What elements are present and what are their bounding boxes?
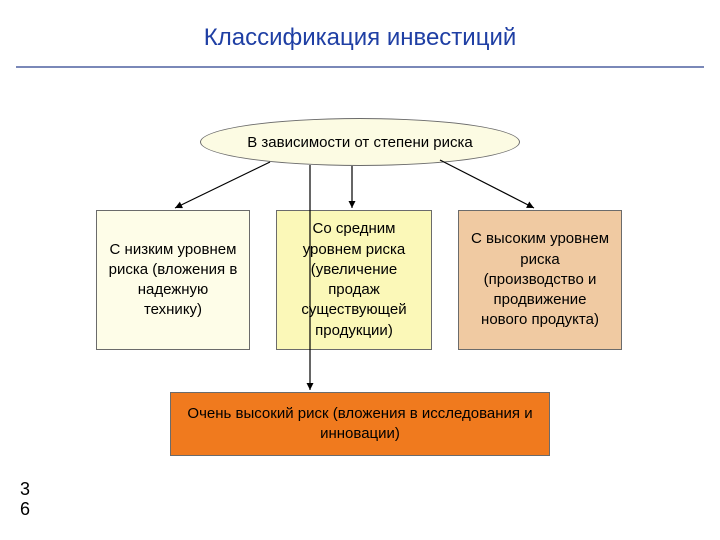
slide-title: Классификация инвестиций xyxy=(0,24,720,52)
arrow-low xyxy=(175,162,270,208)
node-very-high-risk: Очень высокий риск (вложения в исследова… xyxy=(170,392,550,456)
node-high-risk: С высоким уровнем риска (производство и … xyxy=(458,210,622,350)
node-medium-risk: Со средним уровнем риска (увеличение про… xyxy=(276,210,432,350)
node-low-risk: С низким уровнем риска (вложения в надеж… xyxy=(96,210,250,350)
root-ellipse: В зависимости от степени риска xyxy=(200,118,520,166)
node-very-high-label: Очень высокий риск (вложения в исследова… xyxy=(181,404,539,445)
node-low-label: С низким уровнем риска (вложения в надеж… xyxy=(107,240,239,321)
page-number: 36 xyxy=(20,480,34,520)
title-underline xyxy=(16,66,704,68)
node-medium-label: Со средним уровнем риска (увеличение про… xyxy=(287,219,421,341)
node-high-label: С высоким уровнем риска (производство и … xyxy=(469,229,611,330)
arrow-high xyxy=(440,160,534,208)
root-label: В зависимости от степени риска xyxy=(247,134,473,151)
